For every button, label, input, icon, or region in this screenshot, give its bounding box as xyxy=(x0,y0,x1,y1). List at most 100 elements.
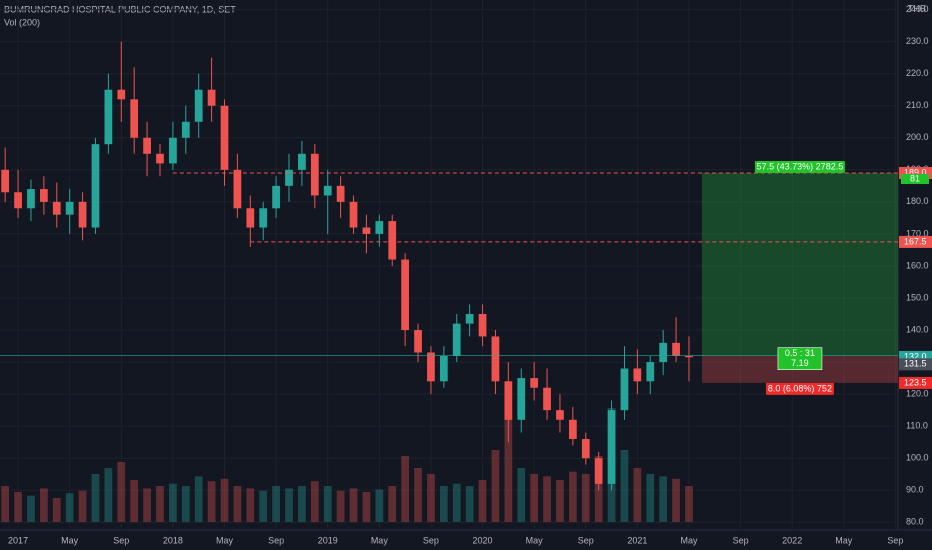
x-tick-label: 2019 xyxy=(318,535,338,545)
candle-body xyxy=(1,169,10,193)
candle-body xyxy=(375,221,384,234)
y-tick-label: 100.0 xyxy=(906,453,929,463)
candle-body xyxy=(14,192,22,209)
candle-body xyxy=(117,89,126,100)
candle-body xyxy=(91,144,100,228)
price-tag-label: 167.5 xyxy=(904,236,927,246)
candle-body xyxy=(427,352,435,382)
candle-body xyxy=(27,189,35,209)
candle-body xyxy=(181,121,190,138)
currency: THB xyxy=(908,3,926,13)
candle-body xyxy=(272,185,280,209)
x-tick-label: May xyxy=(526,535,544,545)
volume-bar xyxy=(633,468,642,522)
candle-body xyxy=(633,368,642,382)
volume-bar xyxy=(388,486,397,522)
y-tick-label: 140.0 xyxy=(906,324,929,334)
volume-bar xyxy=(620,450,629,522)
candle-body xyxy=(646,362,655,382)
volume-bar xyxy=(39,488,48,522)
candle-body xyxy=(52,201,61,215)
candle-body xyxy=(259,208,268,228)
y-tick-label: 230.0 xyxy=(906,36,929,46)
x-tick-label: Sep xyxy=(268,535,284,545)
candle-body xyxy=(220,105,229,170)
candle-body xyxy=(310,153,319,196)
y-tick-label: 90.0 xyxy=(906,485,924,495)
candle-body xyxy=(568,419,577,439)
badge-text: 81 xyxy=(910,173,920,183)
price-tag xyxy=(899,376,932,389)
volume-bar xyxy=(156,486,164,522)
volume-bar xyxy=(556,480,564,522)
candle-body xyxy=(233,169,242,209)
price-tag xyxy=(899,358,932,371)
volume-bar xyxy=(543,476,551,522)
price-tag-label: 132.0 xyxy=(904,351,927,361)
volume-bar xyxy=(194,476,203,522)
candle-body xyxy=(517,378,526,420)
candle-body xyxy=(401,259,410,331)
target-text: 57.5 (43.73%) 2782.5 xyxy=(757,161,844,171)
x-tick-label: May xyxy=(835,535,853,545)
y-tick-label: 80.0 xyxy=(906,517,924,527)
volume-bar xyxy=(143,488,151,522)
x-tick-label: Sep xyxy=(113,535,129,545)
volume-bar xyxy=(91,474,100,522)
y-tick-label: 110.0 xyxy=(906,421,928,431)
target-box xyxy=(754,161,845,174)
subtitle: Vol (200) xyxy=(4,17,40,27)
y-tick-label: 170.0 xyxy=(906,228,929,238)
volume-bar xyxy=(220,478,229,522)
candle-body xyxy=(491,336,500,382)
y-tick-label: 210.0 xyxy=(906,100,929,110)
volume-bar xyxy=(568,471,577,522)
volume-bar xyxy=(672,478,680,522)
volume-bar xyxy=(169,483,177,522)
ratio-text: 0.5 : 31 xyxy=(785,348,815,358)
candle-body xyxy=(298,153,306,170)
volume-bar xyxy=(530,474,539,522)
volume-bar xyxy=(181,486,190,522)
candle-body xyxy=(556,410,564,420)
volume-bar xyxy=(246,488,255,522)
x-tick-label: 2021 xyxy=(627,535,647,545)
x-tick-label: Sep xyxy=(578,535,594,545)
candle-body xyxy=(362,227,371,234)
candle-body xyxy=(323,185,332,196)
ratio-box xyxy=(777,347,823,370)
volume-bar xyxy=(375,489,384,522)
volume-bar xyxy=(285,488,293,522)
x-tick-label: 2018 xyxy=(163,535,183,545)
candle-body xyxy=(194,89,203,122)
y-tick-label: 200.0 xyxy=(906,132,929,142)
candle-body xyxy=(543,387,551,411)
candle-body xyxy=(104,89,113,145)
volume-bar xyxy=(1,486,10,522)
candle-body xyxy=(169,137,177,164)
candle-body xyxy=(143,137,151,154)
volume-bar xyxy=(233,486,242,522)
candle-body xyxy=(504,381,513,420)
x-tick-label: May xyxy=(216,535,234,545)
volume-bar xyxy=(659,476,668,522)
candle-body xyxy=(530,378,539,388)
volume-bar xyxy=(117,462,126,522)
volume-bar xyxy=(65,493,74,522)
price-tag xyxy=(899,235,932,248)
y-tick-label: 150.0 xyxy=(906,292,929,302)
volume-bar xyxy=(259,490,268,522)
x-tick-label: Sep xyxy=(887,535,903,545)
volume-bar xyxy=(414,468,422,522)
price-tag-label: 189.0 xyxy=(904,167,927,177)
stop-box xyxy=(765,382,834,395)
candle-body xyxy=(156,153,164,164)
volume-bar xyxy=(504,414,513,522)
x-tick-label: 2022 xyxy=(782,535,802,545)
candle-body xyxy=(607,410,616,484)
volume-bar xyxy=(78,490,87,522)
volume-bar xyxy=(52,498,61,522)
candle-body xyxy=(130,99,139,138)
ratio-sub: 7.19 xyxy=(791,358,809,368)
x-tick-label: Sep xyxy=(423,535,439,545)
